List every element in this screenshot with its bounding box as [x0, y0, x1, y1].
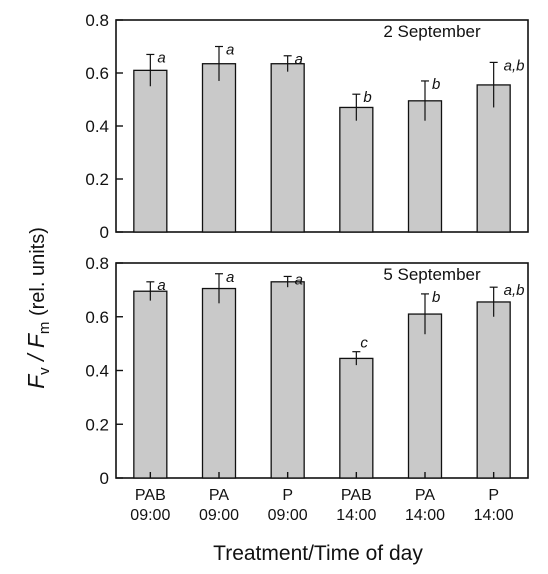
bar	[270, 63, 305, 233]
significance-label: a	[157, 277, 165, 294]
panel-title-2: 5 September	[383, 265, 481, 284]
y-tick-label: 0	[100, 223, 109, 242]
y-tick-label: 0.4	[85, 362, 109, 381]
significance-label: a	[295, 271, 303, 288]
significance-label: a	[226, 269, 234, 286]
y-tick-label: 0	[100, 469, 109, 488]
y-tick-label: 0.2	[85, 415, 109, 434]
y-tick-label: 0.8	[85, 11, 109, 30]
bar	[476, 301, 511, 479]
x-category-label-line1: PAB	[135, 487, 166, 504]
bar	[339, 357, 374, 479]
significance-label: a	[295, 51, 303, 68]
x-category-label-line1: PAB	[341, 487, 372, 504]
y-axis-label-f: F	[23, 373, 49, 389]
y-axis-label-sub-m: m	[36, 322, 53, 335]
x-category-label-line2: 09:00	[199, 507, 239, 524]
significance-label: a	[157, 49, 165, 66]
panel-frame-1	[115, 19, 529, 233]
y-axis-label: Fv / Fm (rel. units)	[23, 227, 53, 389]
x-category-label-line1: PA	[415, 487, 435, 504]
bar	[476, 84, 511, 233]
y-axis-label-sub-v: v	[36, 367, 53, 375]
significance-label: b	[432, 289, 440, 306]
x-category-label-line2: 09:00	[130, 507, 170, 524]
bar	[407, 100, 443, 233]
y-tick-label: 0.6	[85, 308, 109, 327]
y-tick-label: 0.4	[85, 117, 109, 136]
x-category-label-line2: 14:00	[405, 507, 445, 524]
panel-title-1: 2 September	[383, 22, 481, 41]
y-tick-label: 0.2	[85, 170, 109, 189]
bar	[201, 63, 237, 233]
x-category-label-line2: 09:00	[268, 507, 308, 524]
bar	[133, 290, 168, 479]
significance-label: a,b	[504, 282, 525, 299]
significance-label: a,b	[504, 57, 525, 74]
significance-label: c	[360, 335, 368, 352]
x-category-label-line1: PA	[209, 487, 229, 504]
y-axis-label-units: (rel. units)	[27, 227, 49, 321]
significance-label: b	[363, 89, 371, 106]
y-tick-label: 0.6	[85, 64, 109, 83]
significance-label: b	[432, 76, 440, 93]
y-tick-label: 0.8	[85, 254, 109, 273]
significance-label: a	[226, 42, 234, 59]
x-category-label-line2: 14:00	[474, 507, 514, 524]
bar	[407, 313, 443, 479]
bar	[270, 281, 305, 479]
x-axis-label: Treatment/Time of day	[213, 542, 423, 565]
x-category-label-line2: 14:00	[336, 507, 376, 524]
panel-frame-2	[115, 262, 529, 479]
y-axis-label-slash-f: / F	[23, 332, 49, 367]
plot-area: 0 0.2 0.4 0.6 0.8 2 September a a a b b a,b 0 0.2 0.4 0…	[85, 11, 529, 524]
bar	[133, 69, 168, 233]
x-category-label-line1: P	[488, 487, 499, 504]
bar	[201, 287, 237, 479]
x-category-label-line1: P	[282, 487, 293, 504]
bar	[339, 106, 374, 233]
